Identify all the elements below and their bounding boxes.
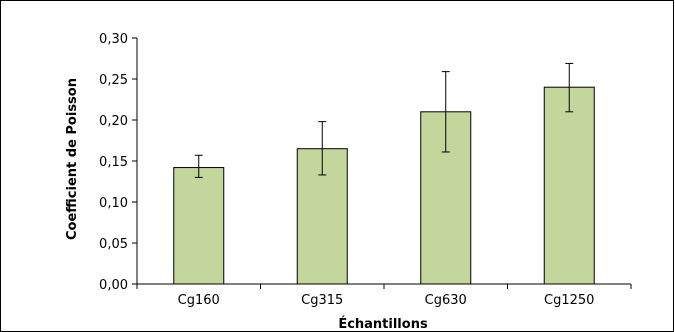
x-tick-label: Cg315 — [301, 293, 343, 308]
bar-cg160 — [173, 167, 225, 285]
y-tick-label: 0,00 — [99, 278, 128, 293]
y-tick-label: 0,25 — [99, 73, 128, 88]
y-axis-title: Coefficient de Poisson — [65, 78, 80, 240]
y-tick-label: 0,15 — [99, 155, 128, 170]
bar-cg1250 — [543, 86, 595, 285]
y-tick-label: 0,05 — [99, 237, 128, 252]
x-tick-label: Cg630 — [425, 293, 467, 308]
y-tick-label: 0,20 — [99, 114, 128, 129]
y-tick-label: 0,30 — [99, 32, 128, 47]
x-tick-label: Cg160 — [178, 293, 220, 308]
x-axis-title: Échantillons — [338, 316, 428, 332]
plot-area: 0,00 0,05 0,10 0,15 0,20 0,25 0,30 Cg160 Cg315 Cg… — [99, 32, 632, 308]
y-tick-label: 0,10 — [99, 196, 128, 211]
x-tick-label: Cg1250 — [544, 293, 594, 308]
